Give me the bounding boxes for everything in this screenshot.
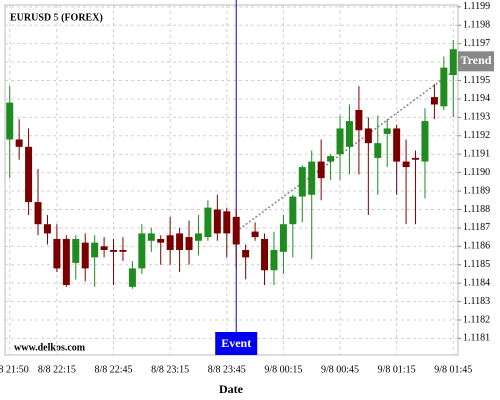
chart-title: EURUSD 5 (FOREX) [10,12,103,23]
candle-body [421,121,429,162]
trend-line [235,70,454,233]
candle-body [430,97,438,105]
x-tick-label: 9/8 01:45 [434,364,472,375]
candle-body [100,246,108,250]
candle-body [251,231,259,238]
x-tick-label: 8/8 23:45 [208,364,246,375]
y-tick-label: 1.1194 [463,93,490,104]
candle-body [34,202,42,225]
trend-box [458,51,494,72]
candle-body [289,196,297,225]
candle-body [81,242,89,269]
source-label: www.delkos.com [14,342,86,353]
candle-body [308,161,316,195]
candle-body [270,250,278,271]
candle-body [412,157,420,160]
candle-body [364,128,372,144]
candle-body [317,161,325,179]
y-tick-label: 1.1181 [463,333,490,344]
y-tick-label: 1.1199 [463,1,490,12]
candle-body [336,128,344,155]
candle-body [110,250,118,252]
candle-body [176,233,184,250]
event-box [215,332,258,355]
candle-body [166,235,174,250]
y-tick-label: 1.1189 [463,185,490,196]
candle-body [204,207,212,238]
candle-body [157,238,165,243]
candle-body [374,143,382,158]
candle-body [261,238,269,271]
y-tick-label: 1.1186 [463,241,490,252]
x-axis-label: Date [219,382,244,396]
candle-body [72,238,80,263]
candle-body [440,67,448,107]
plot-area [4,4,459,356]
candle-body [402,161,410,168]
y-tick-label: 1.1190 [463,167,490,178]
candle-body [355,110,363,131]
candle-body [62,238,70,285]
candle-body [147,233,155,241]
x-tick-label: 9/8 00:45 [321,364,359,375]
candle-body [383,128,391,134]
y-tick-label: 1.1182 [463,314,490,325]
x-tick-label: 8/8 23:15 [151,364,189,375]
y-tick-label: 1.1198 [463,20,490,31]
candle-body [232,216,240,245]
candle-body [119,250,127,252]
y-tick-label: 1.1187 [463,222,490,233]
y-tick-label: 1.1191 [463,149,490,160]
y-tick-label: 1.1197 [463,38,490,49]
candle-body [393,128,401,162]
x-tick-label: 9/8 01:15 [378,364,416,375]
y-tick-label: 1.1183 [463,296,490,307]
y-tick-label: 1.1195 [463,75,490,86]
x-tick-label: 8/8 21:50 [0,364,29,375]
candle-body [242,250,250,258]
candle-body [15,139,23,147]
candle-body [449,49,457,75]
event-label: Event [221,336,251,350]
x-tick-label: 8/8 22:15 [38,364,76,375]
candle-body [25,146,33,203]
candle-body [298,167,306,197]
candle-body [53,238,61,269]
trend-label: Trend [461,53,492,67]
candle-body [345,121,353,147]
candle-body [327,156,335,162]
y-tick-label: 1.1184 [463,277,490,288]
y-tick-label: 1.1193 [463,112,490,123]
y-tick-label: 1.1185 [463,259,490,270]
y-tick-label: 1.1192 [463,130,490,141]
candle-body [279,224,287,252]
candle-body [91,242,99,258]
x-tick-label: 8/8 22:45 [95,364,133,375]
candle-body [43,224,51,234]
candle-body [138,233,146,269]
candle-body [6,102,14,140]
candle-body [223,211,231,234]
candle-body [194,233,202,241]
candle-body [128,268,136,287]
candle-body [185,237,193,250]
y-tick-label: 1.1188 [463,204,490,215]
candle-body [213,209,221,234]
x-tick-label: 9/8 00:15 [264,364,302,375]
